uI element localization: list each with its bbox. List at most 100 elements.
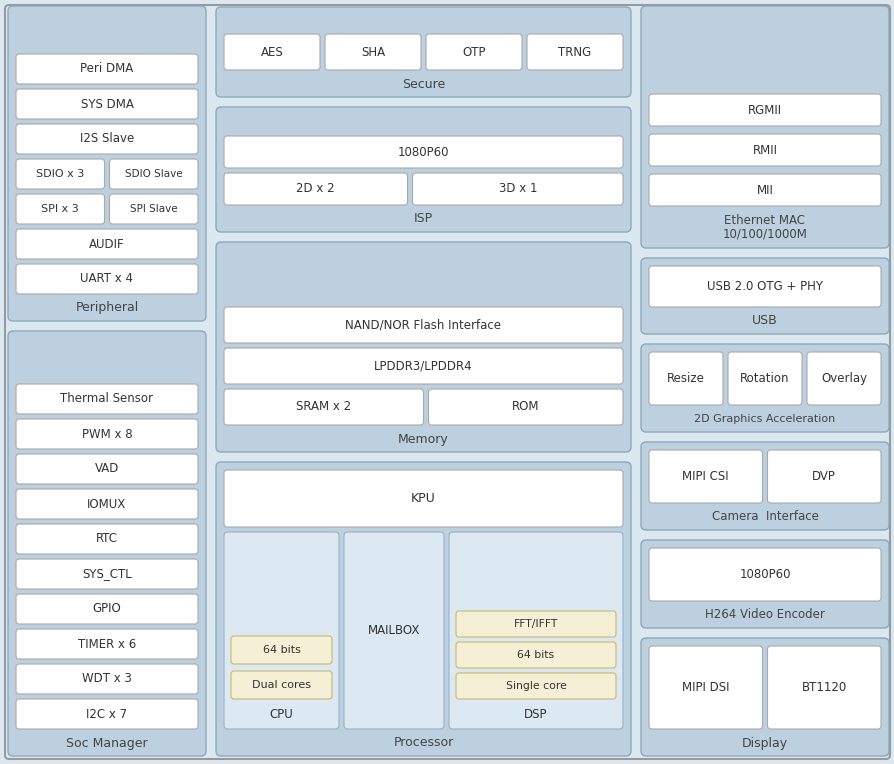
Text: FFT/IFFT: FFT/IFFT: [513, 619, 558, 629]
Text: USB: USB: [751, 315, 777, 328]
Text: Overlay: Overlay: [820, 372, 866, 385]
FancyBboxPatch shape: [215, 107, 630, 232]
FancyBboxPatch shape: [648, 174, 880, 206]
Text: MII: MII: [755, 183, 772, 196]
FancyBboxPatch shape: [648, 94, 880, 126]
Text: IOMUX: IOMUX: [88, 497, 126, 510]
FancyBboxPatch shape: [640, 344, 888, 432]
Text: WDT x 3: WDT x 3: [82, 672, 131, 685]
FancyBboxPatch shape: [224, 307, 622, 343]
Text: SYS DMA: SYS DMA: [80, 98, 133, 111]
FancyBboxPatch shape: [428, 389, 622, 425]
Text: 2D x 2: 2D x 2: [296, 183, 334, 196]
Text: 1080P60: 1080P60: [397, 145, 449, 158]
Text: Soc Manager: Soc Manager: [66, 736, 148, 749]
Text: Rotation: Rotation: [739, 372, 789, 385]
FancyBboxPatch shape: [640, 258, 888, 334]
Text: RGMII: RGMII: [747, 103, 781, 116]
Text: AUDIF: AUDIF: [89, 238, 124, 251]
Text: Display: Display: [741, 736, 788, 749]
FancyBboxPatch shape: [16, 699, 198, 729]
FancyBboxPatch shape: [16, 384, 198, 414]
FancyBboxPatch shape: [16, 89, 198, 119]
FancyBboxPatch shape: [640, 540, 888, 628]
FancyBboxPatch shape: [231, 671, 332, 699]
FancyBboxPatch shape: [224, 173, 407, 205]
FancyBboxPatch shape: [16, 124, 198, 154]
Text: 10/100/1000M: 10/100/1000M: [721, 228, 806, 241]
Text: 64 bits: 64 bits: [517, 650, 554, 660]
FancyBboxPatch shape: [325, 34, 420, 70]
Text: I2C x 7: I2C x 7: [87, 707, 128, 720]
FancyBboxPatch shape: [16, 419, 198, 449]
Text: SHA: SHA: [360, 46, 384, 59]
Text: SYS_CTL: SYS_CTL: [82, 568, 131, 581]
FancyBboxPatch shape: [16, 629, 198, 659]
FancyBboxPatch shape: [16, 229, 198, 259]
FancyBboxPatch shape: [109, 159, 198, 189]
FancyBboxPatch shape: [16, 489, 198, 519]
Text: RTC: RTC: [96, 533, 118, 545]
Text: Thermal Sensor: Thermal Sensor: [61, 393, 154, 406]
Text: Secure: Secure: [401, 77, 444, 90]
Text: Peri DMA: Peri DMA: [80, 63, 133, 76]
FancyBboxPatch shape: [455, 642, 615, 668]
Text: ROM: ROM: [511, 400, 539, 413]
FancyBboxPatch shape: [527, 34, 622, 70]
FancyBboxPatch shape: [16, 664, 198, 694]
FancyBboxPatch shape: [640, 6, 888, 248]
Text: 1080P60: 1080P60: [738, 568, 790, 581]
Text: Peripheral: Peripheral: [75, 302, 139, 315]
Text: H264 Video Encoder: H264 Video Encoder: [704, 608, 824, 621]
FancyBboxPatch shape: [455, 673, 615, 699]
Text: Camera  Interface: Camera Interface: [711, 510, 817, 523]
Text: KPU: KPU: [410, 492, 435, 505]
Text: GPIO: GPIO: [92, 603, 122, 616]
Text: Ethernet MAC: Ethernet MAC: [723, 213, 805, 226]
FancyBboxPatch shape: [215, 7, 630, 97]
Text: MIPI CSI: MIPI CSI: [681, 470, 729, 483]
FancyBboxPatch shape: [224, 532, 339, 729]
FancyBboxPatch shape: [16, 454, 198, 484]
Text: LPDDR3/LPDDR4: LPDDR3/LPDDR4: [374, 360, 472, 373]
Text: ISP: ISP: [413, 212, 433, 225]
Text: RMII: RMII: [752, 144, 777, 157]
FancyBboxPatch shape: [640, 442, 888, 530]
Text: SPI x 3: SPI x 3: [41, 204, 79, 214]
Text: AES: AES: [260, 46, 283, 59]
Text: Single core: Single core: [505, 681, 566, 691]
FancyBboxPatch shape: [343, 532, 443, 729]
FancyBboxPatch shape: [640, 638, 888, 756]
FancyBboxPatch shape: [109, 194, 198, 224]
Text: TRNG: TRNG: [558, 46, 591, 59]
Text: 2D Graphics Acceleration: 2D Graphics Acceleration: [694, 414, 835, 424]
FancyBboxPatch shape: [455, 611, 615, 637]
Text: Memory: Memory: [398, 432, 449, 445]
FancyBboxPatch shape: [16, 159, 105, 189]
FancyBboxPatch shape: [767, 450, 880, 503]
FancyBboxPatch shape: [224, 470, 622, 527]
Text: Dual cores: Dual cores: [252, 680, 310, 690]
FancyBboxPatch shape: [215, 242, 630, 452]
FancyBboxPatch shape: [224, 348, 622, 384]
FancyBboxPatch shape: [224, 34, 320, 70]
FancyBboxPatch shape: [648, 450, 762, 503]
Text: SPI Slave: SPI Slave: [130, 204, 177, 214]
Text: MAILBOX: MAILBOX: [367, 624, 419, 637]
Text: PWM x 8: PWM x 8: [81, 428, 132, 441]
FancyBboxPatch shape: [648, 134, 880, 166]
Text: Processor: Processor: [393, 736, 453, 749]
Text: VAD: VAD: [95, 462, 119, 475]
FancyBboxPatch shape: [426, 34, 521, 70]
FancyBboxPatch shape: [648, 548, 880, 601]
FancyBboxPatch shape: [806, 352, 880, 405]
FancyBboxPatch shape: [767, 646, 880, 729]
FancyBboxPatch shape: [412, 173, 622, 205]
FancyBboxPatch shape: [224, 389, 423, 425]
Text: Resize: Resize: [666, 372, 704, 385]
Text: SDIO x 3: SDIO x 3: [36, 169, 84, 179]
Text: TIMER x 6: TIMER x 6: [78, 637, 136, 650]
Text: I2S Slave: I2S Slave: [80, 132, 134, 145]
Text: DSP: DSP: [524, 708, 547, 721]
Text: SRAM x 2: SRAM x 2: [296, 400, 351, 413]
